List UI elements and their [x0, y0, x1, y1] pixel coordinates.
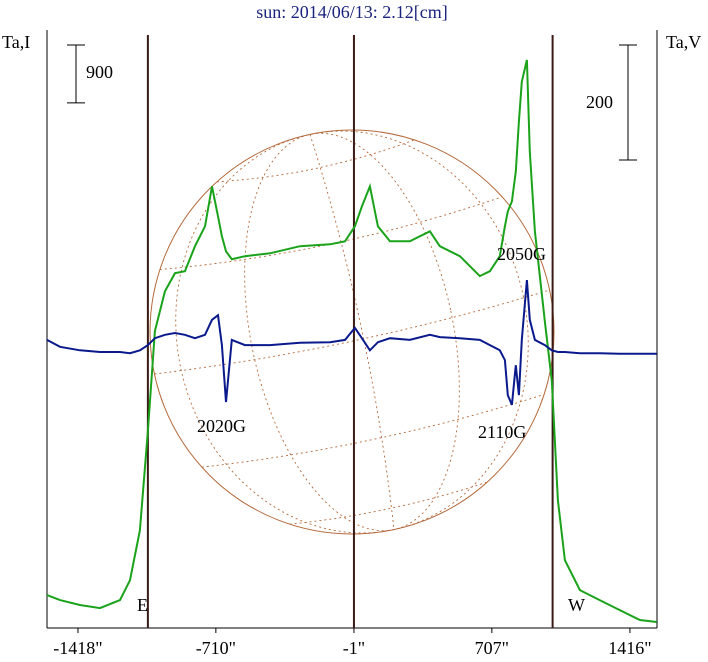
series-line	[46, 280, 657, 406]
x-tick-label: -710"	[196, 638, 236, 658]
y-axis-label: Ta,I	[2, 32, 30, 52]
scale-label: 200	[586, 92, 613, 112]
annotation: 2110G	[478, 422, 526, 442]
scale-label: 900	[86, 62, 113, 82]
series-line	[46, 59, 657, 623]
annotation: 2020G	[197, 416, 246, 436]
x-tick-label: -1"	[343, 638, 365, 658]
y2-axis-label: Ta,V	[666, 32, 701, 52]
x-tick-label: 1416"	[608, 638, 651, 658]
chart-title: sun: 2014/06/13: 2.12[cm]	[256, 2, 448, 22]
annotation: W	[568, 595, 585, 615]
annotation: 2050G	[497, 244, 546, 264]
x-tick-label: 707"	[475, 638, 509, 658]
annotation: E	[137, 595, 148, 615]
solar-disk	[149, 129, 555, 535]
x-tick-label: -1418"	[53, 638, 102, 658]
